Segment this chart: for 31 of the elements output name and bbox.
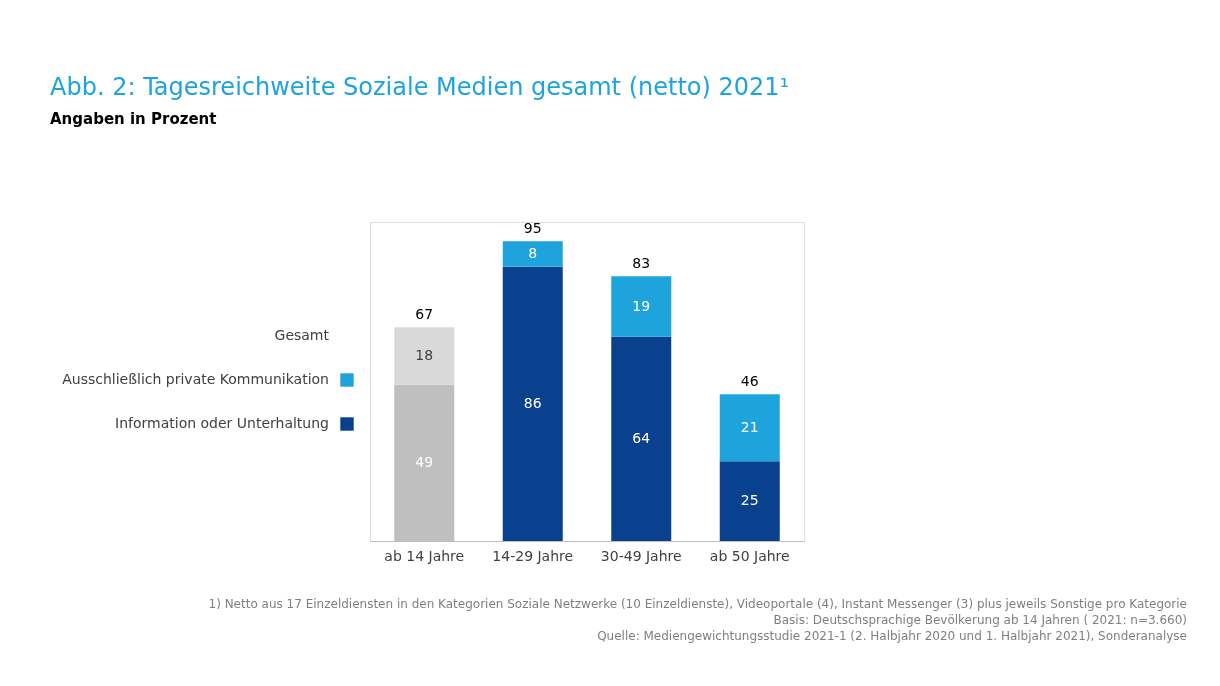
- data-label: 64: [632, 429, 651, 446]
- total-label: 95: [523, 220, 542, 237]
- data-label: 49: [415, 453, 434, 470]
- x-tick-label: ab 50 Jahre: [709, 547, 790, 564]
- text: 1) Netto aus 17 Einzeldiensten in den Kategorien Soziale Netzwerke (10 Einzeldienste), Videoportale (4), Instant Messenger (3) plus jeweils Sonstige pro Kategorie: [208, 597, 1187, 611]
- legend-label: Ausschließlich private Kommunikation: [62, 371, 329, 387]
- total-label: 83: [632, 255, 651, 272]
- data-label: 25: [740, 492, 759, 509]
- data-label: 18: [415, 346, 434, 363]
- bar: [502, 241, 563, 267]
- data-label: 19: [632, 297, 651, 314]
- total-label: 46: [740, 373, 759, 390]
- bar: [719, 394, 780, 462]
- data-label: 86: [523, 394, 542, 411]
- bar: [611, 336, 672, 541]
- x-tick-label: 30-49 Jahre: [600, 547, 682, 564]
- legend-label: Information oder Unterhaltung: [115, 415, 329, 431]
- legend-title: Gesamt: [274, 327, 330, 343]
- text: Basis: Deutschsprachige Bevölkerung ab 14 Jahren ( 2021: n=3.660): [773, 613, 1187, 627]
- bar: [394, 327, 455, 385]
- total-label: 67: [415, 306, 434, 323]
- data-label: 8: [528, 244, 538, 261]
- source-note: Quelle: Mediengewichtungsstudie 2021-1 (2. Halbjahr 2020 und 1. Halbjahr 2021), Sonderanalyse: [597, 629, 1187, 643]
- bar: [502, 266, 563, 541]
- bar: [719, 461, 780, 541]
- x-tick-label: 14-29 Jahre: [492, 547, 574, 564]
- bar: [611, 276, 672, 337]
- data-label: 21: [740, 418, 759, 435]
- chart-title: Abb. 2: Tagesreichweite Soziale Medien gesamt (netto) 2021¹: [50, 73, 790, 101]
- x-tick-label: ab 14 Jahre: [384, 547, 465, 564]
- text: Angaben in Prozent: [50, 110, 217, 128]
